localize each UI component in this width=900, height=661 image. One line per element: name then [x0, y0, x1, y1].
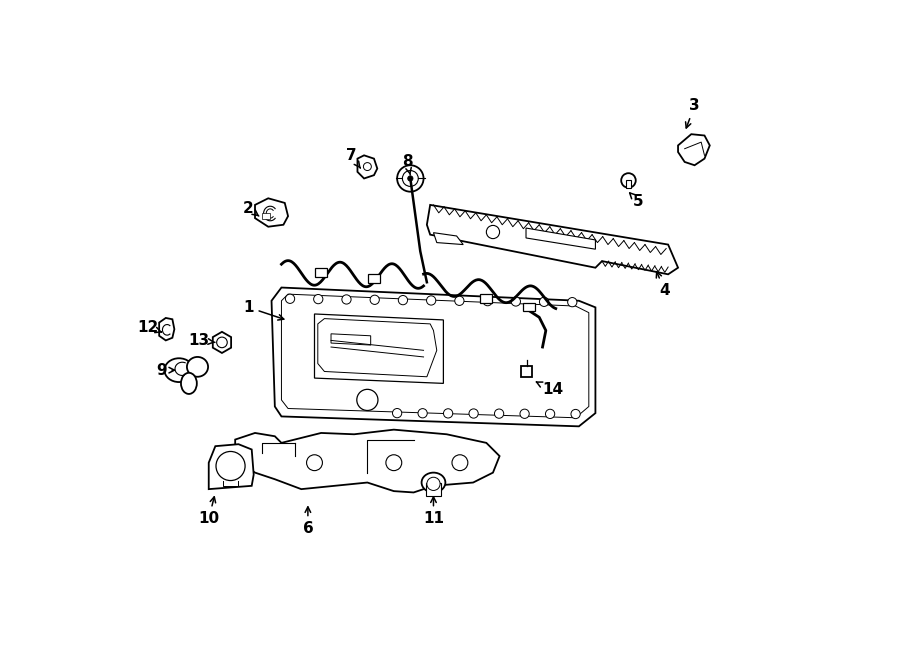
Polygon shape — [272, 288, 596, 426]
Circle shape — [444, 408, 453, 418]
Polygon shape — [434, 233, 464, 245]
Bar — [426, 483, 441, 496]
Text: 7: 7 — [346, 148, 360, 168]
Circle shape — [399, 295, 408, 305]
Circle shape — [568, 297, 577, 307]
Polygon shape — [212, 332, 231, 353]
Polygon shape — [314, 314, 444, 383]
Polygon shape — [678, 134, 710, 165]
Circle shape — [216, 451, 245, 481]
Circle shape — [621, 173, 635, 188]
Circle shape — [454, 296, 464, 305]
Circle shape — [483, 297, 492, 306]
Polygon shape — [255, 198, 288, 227]
Text: 5: 5 — [630, 193, 644, 209]
Ellipse shape — [421, 473, 446, 492]
Circle shape — [427, 296, 436, 305]
Ellipse shape — [187, 357, 208, 377]
Bar — [262, 213, 269, 219]
Circle shape — [452, 455, 468, 471]
Circle shape — [469, 409, 478, 418]
Polygon shape — [209, 444, 254, 489]
Circle shape — [494, 409, 504, 418]
Circle shape — [313, 295, 323, 304]
Circle shape — [418, 408, 428, 418]
Text: 14: 14 — [536, 382, 563, 397]
Text: 2: 2 — [243, 201, 259, 216]
Circle shape — [408, 176, 413, 181]
Ellipse shape — [181, 373, 197, 394]
Text: 3: 3 — [686, 98, 700, 128]
Circle shape — [386, 455, 401, 471]
Circle shape — [539, 297, 549, 307]
Text: 10: 10 — [198, 497, 220, 526]
Circle shape — [285, 294, 294, 303]
Text: 4: 4 — [656, 272, 670, 298]
Text: 13: 13 — [188, 333, 215, 348]
Polygon shape — [235, 430, 500, 492]
Bar — [521, 366, 532, 377]
Circle shape — [520, 409, 529, 418]
Text: 12: 12 — [138, 320, 161, 334]
Circle shape — [511, 297, 520, 306]
Circle shape — [217, 337, 227, 348]
Ellipse shape — [165, 358, 194, 382]
Circle shape — [486, 225, 500, 239]
Circle shape — [571, 409, 580, 418]
Circle shape — [397, 165, 424, 192]
Text: 9: 9 — [156, 363, 175, 377]
Circle shape — [545, 409, 554, 418]
Polygon shape — [357, 155, 377, 178]
Text: 11: 11 — [423, 497, 444, 526]
Bar — [368, 274, 380, 283]
Text: 6: 6 — [302, 507, 313, 536]
Polygon shape — [331, 334, 371, 345]
Bar — [481, 294, 492, 303]
Bar — [626, 180, 631, 188]
Circle shape — [370, 295, 379, 305]
Polygon shape — [159, 318, 175, 340]
Bar — [315, 268, 327, 277]
Text: 1: 1 — [243, 300, 284, 320]
Circle shape — [427, 477, 440, 490]
Polygon shape — [427, 205, 678, 274]
Circle shape — [402, 171, 418, 186]
Circle shape — [307, 455, 322, 471]
Polygon shape — [526, 228, 596, 249]
Circle shape — [356, 389, 378, 410]
Circle shape — [392, 408, 401, 418]
Text: 8: 8 — [401, 155, 412, 175]
Circle shape — [342, 295, 351, 304]
Circle shape — [364, 163, 372, 171]
Bar — [524, 303, 536, 311]
